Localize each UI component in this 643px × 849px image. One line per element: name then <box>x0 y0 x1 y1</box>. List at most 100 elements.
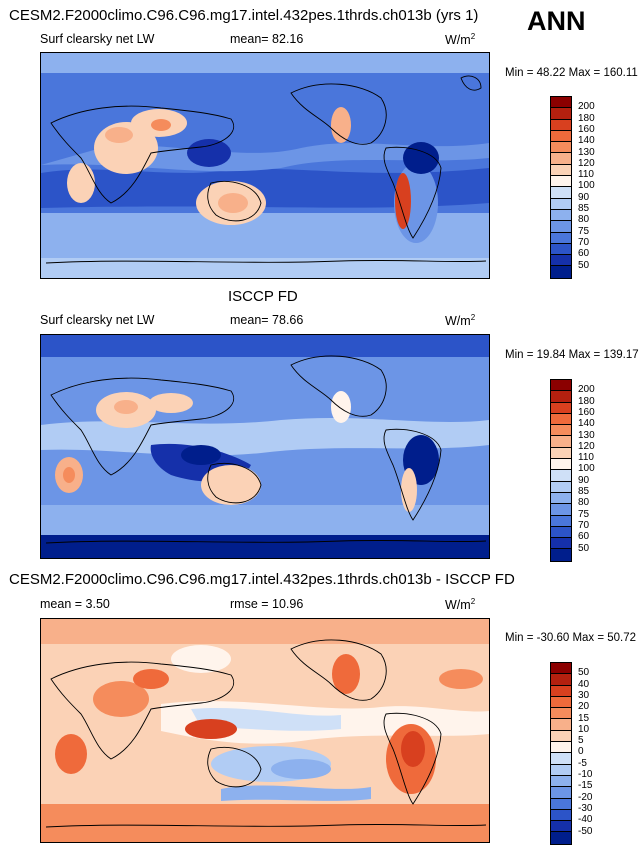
panel3-mean-label: mean = 3.50 <box>40 597 110 611</box>
panel2-colorbar-tick-label: 180 <box>578 395 595 407</box>
panel2-colorbar-tick-label: 100 <box>578 463 595 475</box>
panel3-colorbar-swatch <box>551 696 571 709</box>
panel3-colorbar-swatch <box>551 719 571 731</box>
panel1-colorbar-tick-label: 160 <box>578 123 595 135</box>
panel1-colorbar-swatch <box>551 119 571 131</box>
panel2-colorbar-swatch <box>551 425 571 437</box>
panel2-colorbar-swatch <box>551 470 571 482</box>
panel3-colorbar-swatch <box>551 821 571 833</box>
panel2-colorbar-tick-label: 200 <box>578 384 595 396</box>
panel2-colorbar-swatch <box>551 436 571 448</box>
panel1-colorbar-tick-label: 50 <box>578 259 590 271</box>
panel1-colorbar-tick-label: 60 <box>578 248 590 260</box>
panel3-colorbar-tick-label: 0 <box>578 746 584 758</box>
panel3-colorbar-swatch <box>551 730 571 743</box>
panel1-colorbar-tick-label: 75 <box>578 225 590 237</box>
panel1-colorbar-swatch <box>551 176 571 188</box>
panel3-colorbar-tick-label: 15 <box>578 712 590 724</box>
panel3-colorbar-swatch <box>551 685 571 697</box>
panel1-colorbar-swatch <box>551 198 571 210</box>
panel2-colorbar-swatch <box>551 515 571 527</box>
panel3-colorbar-tick-label: 10 <box>578 723 590 735</box>
panel2-colorbar-tick-label: 120 <box>578 440 595 452</box>
panel3-colorbar-swatch <box>551 809 571 822</box>
panel3-title: CESM2.F2000climo.C96.C96.mg17.intel.432p… <box>9 571 515 588</box>
panel2-colorbar-tick-label: 140 <box>578 418 595 430</box>
panel2-colorbar-tick-label: 60 <box>578 531 590 543</box>
panel3-rmse-label: rmse = 10.96 <box>230 597 304 611</box>
panel1-colorbar-tick-label: 200 <box>578 101 595 113</box>
panel3-colorbar-tick-label: 20 <box>578 701 590 713</box>
panel1-colorbar <box>550 96 572 279</box>
panel2-colorbar-swatch <box>551 402 571 414</box>
panel1-variable-label: Surf clearsky net LW <box>40 32 155 46</box>
panel3-colorbar-tick-label: 40 <box>578 678 590 690</box>
panel3-colorbar-tick-label: -30 <box>578 802 593 814</box>
panel1-colorbar-tick-label: 180 <box>578 112 595 124</box>
panel3-colorbar-swatch <box>551 708 571 720</box>
panel3-map-field <box>41 619 489 842</box>
panel2-colorbar-swatch <box>551 549 571 561</box>
panel3-colorbar-swatch <box>551 775 571 788</box>
panel1-colorbar-tick-label: 130 <box>578 146 595 158</box>
panel2-colorbar-tick-label: 50 <box>578 542 590 554</box>
panel3-colorbar-tick-label: -15 <box>578 780 593 792</box>
panel2-colorbar-swatch <box>551 481 571 493</box>
panel1-colorbar-swatch <box>551 221 571 233</box>
panel1-colorbar-tick-label: 140 <box>578 135 595 147</box>
panel3-map <box>40 618 490 843</box>
panel1-colorbar-swatch <box>551 232 571 244</box>
panel3-units: W/m2 <box>445 597 476 613</box>
panel2-colorbar-swatch <box>551 492 571 505</box>
panel1-map-field <box>41 53 489 278</box>
panel2-colorbar-swatch <box>551 459 571 471</box>
panel2-colorbar-tick-label: 80 <box>578 497 590 509</box>
panel2-minmax: Min = 19.84 Max = 139.17 <box>505 349 639 361</box>
panel3-colorbar-tick-label: -5 <box>578 757 587 769</box>
panel2-variable-label: Surf clearsky net LW <box>40 313 155 327</box>
panel1-colorbar-tick-label: 100 <box>578 180 595 192</box>
panel2-map-field <box>41 335 489 558</box>
panel1-colorbar-swatch <box>551 209 571 222</box>
panel1-colorbar-swatch <box>551 130 571 143</box>
season-label: ANN <box>527 6 586 36</box>
panel2-colorbar-swatch <box>551 413 571 426</box>
panel1-colorbar-tick-label: 110 <box>578 169 594 181</box>
panel2-title: ISCCP FD <box>228 288 298 305</box>
panel3-colorbar-tick-label: 5 <box>578 735 584 747</box>
panel3-colorbar <box>550 662 572 845</box>
panel3-colorbar-swatch <box>551 798 571 810</box>
panel1-colorbar-swatch <box>551 164 571 177</box>
panel2-colorbar-tick-label: 75 <box>578 508 590 520</box>
panel1-mean-label: mean= 82.16 <box>230 32 304 46</box>
panel3-colorbar-swatch <box>551 663 571 675</box>
panel2-colorbar-tick-label: 110 <box>578 452 594 464</box>
panel3-colorbar-swatch <box>551 832 571 844</box>
panel2-map <box>40 334 490 559</box>
panel1-units: W/m2 <box>445 32 476 48</box>
panel2-colorbar-tick-label: 85 <box>578 486 590 497</box>
panel2-colorbar-swatch <box>551 380 571 392</box>
panel2-colorbar-tick-label: 90 <box>578 474 590 486</box>
panel3-colorbar-tick-label: -40 <box>578 814 593 826</box>
panel3-colorbar-tick-label: 30 <box>578 689 590 701</box>
panel2-colorbar-swatch <box>551 538 571 550</box>
panel1-colorbar-tick-label: 120 <box>578 157 595 169</box>
panel2-colorbar-swatch <box>551 391 571 403</box>
panel3-colorbar-tick-label: 50 <box>578 667 590 679</box>
panel3-colorbar-swatch <box>551 787 571 799</box>
panel1-colorbar-swatch <box>551 187 571 199</box>
panel1-title: CESM2.F2000climo.C96.C96.mg17.intel.432p… <box>9 7 479 24</box>
panel2-units: W/m2 <box>445 313 476 329</box>
panel1-colorbar-swatch <box>551 243 571 256</box>
panel2-colorbar-swatch <box>551 526 571 539</box>
panel1-colorbar-swatch <box>551 97 571 109</box>
panel3-colorbar-tick-label: -20 <box>578 791 593 803</box>
panel1-colorbar-swatch <box>551 255 571 267</box>
panel2-mean-label: mean= 78.66 <box>230 313 304 327</box>
panel3-minmax: Min = -30.60 Max = 50.72 <box>505 632 637 644</box>
panel1-colorbar-swatch <box>551 266 571 278</box>
panel1-minmax: Min = 48.22 Max = 160.11 <box>505 67 638 79</box>
panel1-colorbar-swatch <box>551 142 571 154</box>
panel2-colorbar-swatch <box>551 447 571 460</box>
